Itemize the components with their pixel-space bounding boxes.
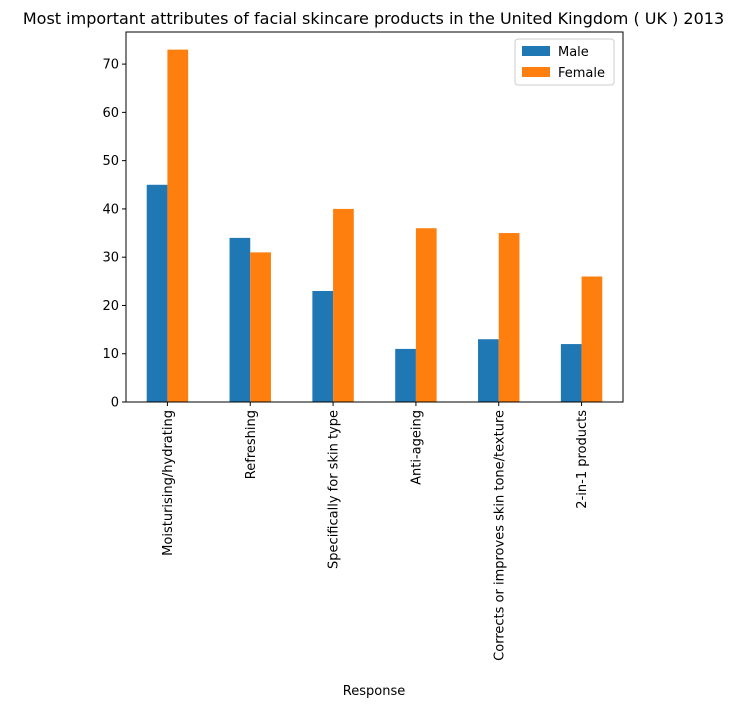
legend-label-male: Male	[558, 45, 589, 60]
bar-female-1	[167, 49, 189, 403]
x-axis: Moisturising/hydrating Refreshing Specific…	[161, 402, 590, 661]
bar-female-5	[498, 233, 520, 402]
bar-female-4	[415, 228, 437, 402]
bar-male-3	[312, 290, 334, 402]
legend-swatch-female	[522, 67, 550, 77]
y-tick-label: 40	[102, 202, 119, 217]
x-tick-label-3: Specifically for skin type	[327, 410, 342, 569]
y-axis: 0 10 20 30 40 50 60 70	[102, 58, 126, 411]
bar-male-2	[229, 237, 251, 402]
x-tick-label-1: Moisturising/hydrating	[161, 410, 176, 556]
chart-title: Most important attributes of facial skin…	[23, 9, 724, 28]
bar-male-4	[395, 348, 416, 402]
x-tick-label-6: 2-in-1 products	[575, 410, 590, 509]
legend-swatch-male	[522, 46, 550, 56]
y-tick-label: 70	[102, 58, 119, 73]
y-tick-label: 30	[102, 251, 119, 266]
legend-label-female: Female	[558, 66, 605, 81]
y-tick-label: 60	[102, 106, 119, 121]
x-axis-label: Response	[343, 684, 405, 699]
legend: Male Female	[514, 38, 615, 86]
bar-female-3	[333, 208, 354, 402]
y-tick-label: 10	[102, 347, 119, 362]
y-tick-label: 0	[111, 396, 119, 411]
bar-female-2	[250, 252, 271, 402]
x-tick-label-2: Refreshing	[244, 410, 259, 479]
bar-female-6	[581, 276, 603, 402]
plot-frame	[125, 31, 624, 403]
bar-male-5	[478, 339, 499, 402]
bars-layer	[146, 49, 603, 403]
x-tick-label-5: Corrects or improves skin tone/texture	[492, 410, 507, 661]
x-tick-label-4: Anti-ageing	[409, 410, 424, 485]
bar-male-6	[560, 344, 582, 402]
y-tick-label: 50	[102, 154, 119, 169]
y-tick-label: 20	[102, 299, 119, 314]
bar-male-1	[146, 184, 168, 402]
